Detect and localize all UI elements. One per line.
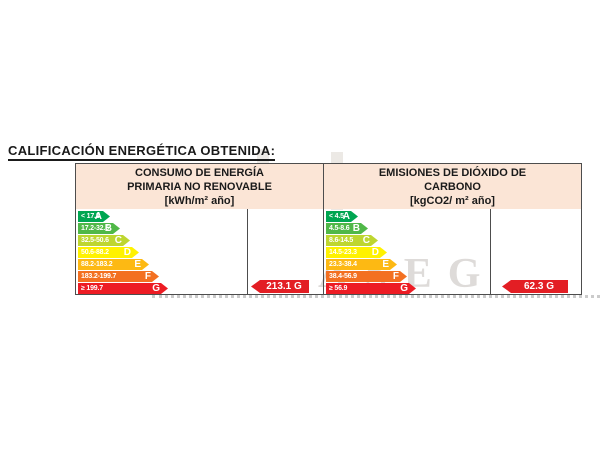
rating-bar-emisiones-B: 4.5-8.6 B xyxy=(326,223,368,234)
rating-bar-emisiones-E: 23.3-38.4 E xyxy=(326,259,397,270)
rating-range-label: 183.2-199.7 xyxy=(81,273,117,280)
rating-letter: G xyxy=(400,283,408,294)
consumption-value-cell: 213.1 G xyxy=(248,209,324,294)
rating-bar-emisiones-C: 8.6-14.5 C xyxy=(326,235,378,246)
rating-bar-consumo-A: < 17.2 A xyxy=(78,211,110,222)
rating-table: CONSUMO DE ENERGÍA PRIMARIA NO RENOVABLE… xyxy=(75,163,582,295)
rating-letter: G xyxy=(152,283,160,294)
rating-letter: B xyxy=(352,223,360,234)
consumption-header: CONSUMO DE ENERGÍA PRIMARIA NO RENOVABLE… xyxy=(76,164,324,209)
rating-bar-consumo-E: 88.2-183.2 E xyxy=(78,259,149,270)
rating-letter: E xyxy=(134,259,141,270)
consumption-header-line1: CONSUMO DE ENERGÍA xyxy=(135,166,264,179)
consumption-header-unit: [kWh/m² año] xyxy=(164,194,235,207)
rating-letter: C xyxy=(114,235,122,246)
rating-bar-consumo-G: ≥ 199.7 G xyxy=(78,283,168,294)
rating-bar-emisiones-D: 14.5-23.3 D xyxy=(326,247,387,258)
rating-letter: D xyxy=(371,247,379,258)
consumption-rating-scale: < 17.2 A 17.2-32.5 B 32.5-50.6 C 50.6-88.2 D 88.… xyxy=(76,209,248,294)
rating-range-label: ≥ 56.9 xyxy=(329,285,348,292)
rating-bar-emisiones-F: 38.4-56.9 F xyxy=(326,271,407,282)
emissions-header: EMISIONES DE DIÓXIDO DE CARBONO [kgCO2/ … xyxy=(324,164,581,209)
rating-letter: A xyxy=(342,211,350,222)
rating-range-label: ≥ 199.7 xyxy=(81,285,103,292)
table-body-row: < 17.2 A 17.2-32.5 B 32.5-50.6 C 50.6-88.2 D 88.… xyxy=(76,209,581,294)
rating-range-label: 17.2-32.5 xyxy=(81,225,109,232)
rating-range-label: 4.5-8.6 xyxy=(329,225,350,232)
rating-bar-consumo-C: 32.5-50.6 C xyxy=(78,235,130,246)
rating-range-label: 23.3-38.4 xyxy=(329,261,357,268)
emissions-value-arrow: 62.3 G xyxy=(502,280,568,293)
emissions-header-line2: CARBONO xyxy=(424,180,481,193)
emissions-header-unit: [kgCO2/ m² año] xyxy=(410,194,495,207)
rating-range-label: 14.5-23.3 xyxy=(329,249,357,256)
rating-letter: F xyxy=(392,271,399,282)
consumption-value-arrow: 213.1 G xyxy=(251,280,309,293)
rating-bar-consumo-B: 17.2-32.5 B xyxy=(78,223,120,234)
rating-letter: D xyxy=(123,247,131,258)
emissions-value-cell: 62.3 G xyxy=(491,209,581,294)
rating-letter: E xyxy=(382,259,389,270)
rating-letter: B xyxy=(104,223,112,234)
rating-bar-emisiones-A: < 4.5 A xyxy=(326,211,358,222)
rating-range-label: 32.5-50.6 xyxy=(81,237,109,244)
rating-bar-emisiones-G: ≥ 56.9 G xyxy=(326,283,416,294)
rating-range-label: 8.6-14.5 xyxy=(329,237,354,244)
watermark-underline xyxy=(152,295,600,298)
rating-range-label: 50.6-88.2 xyxy=(81,249,109,256)
rating-letter: C xyxy=(362,235,370,246)
rating-bar-consumo-F: 183.2-199.7 F xyxy=(78,271,159,282)
rating-range-label: < 4.5 xyxy=(329,213,344,220)
page-title: CALIFICACIÓN ENERGÉTICA OBTENIDA: xyxy=(8,143,276,161)
table-header-row: CONSUMO DE ENERGÍA PRIMARIA NO RENOVABLE… xyxy=(76,164,581,209)
rating-letter: A xyxy=(94,211,102,222)
rating-letter: F xyxy=(144,271,151,282)
emissions-rating-scale: < 4.5 A 4.5-8.6 B 8.6-14.5 C 14.5-23.3 D 23.3-38… xyxy=(324,209,491,294)
rating-range-label: 88.2-183.2 xyxy=(81,261,113,268)
rating-range-label: 38.4-56.9 xyxy=(329,273,357,280)
emissions-header-line1: EMISIONES DE DIÓXIDO DE xyxy=(378,166,527,179)
consumption-header-line2: PRIMARIA NO RENOVABLE xyxy=(127,180,272,193)
rating-bar-consumo-D: 50.6-88.2 D xyxy=(78,247,139,258)
rating-range-label: < 17.2 xyxy=(81,213,100,220)
